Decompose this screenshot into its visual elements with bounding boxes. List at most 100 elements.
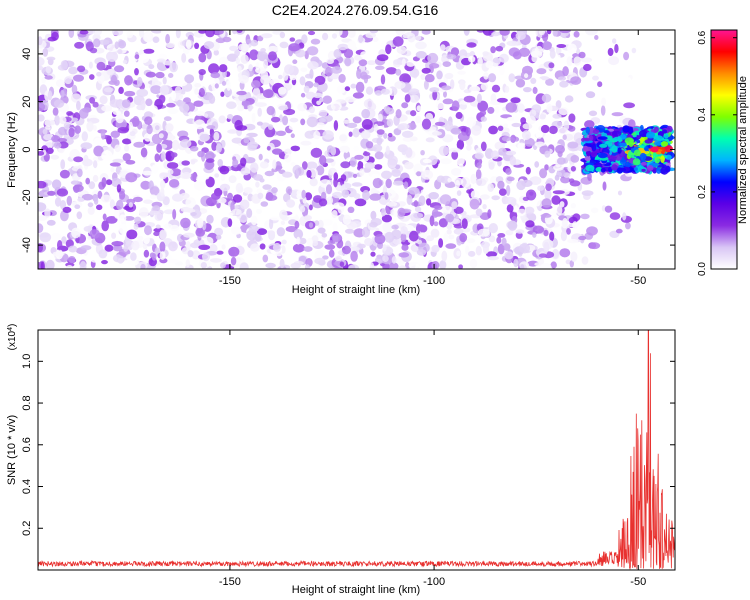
noise-blob xyxy=(508,73,516,83)
noise-blob xyxy=(491,84,501,93)
noise-blob xyxy=(405,147,413,158)
noise-blob xyxy=(74,204,81,209)
noise-blob xyxy=(369,262,375,269)
noise-blob xyxy=(101,150,113,162)
noise-blob xyxy=(314,257,326,265)
noise-blob xyxy=(230,201,235,212)
noise-blob xyxy=(79,30,89,35)
noise-blob xyxy=(312,92,323,99)
spectrogram-heatmap xyxy=(38,30,675,269)
noise-blob xyxy=(331,33,338,39)
noise-blob xyxy=(210,72,221,79)
noise-blob xyxy=(415,51,427,59)
noise-blob xyxy=(573,56,581,66)
noise-blob xyxy=(205,151,215,162)
noise-blob xyxy=(76,168,83,178)
noise-blob xyxy=(515,229,525,234)
noise-blob xyxy=(361,108,371,119)
noise-blob xyxy=(443,91,447,98)
noise-blob xyxy=(145,71,156,78)
noise-blob xyxy=(237,65,242,72)
colorbar-ticks: 0.0 0.2 0.4 0.6 xyxy=(697,30,737,276)
noise-blob xyxy=(260,48,266,53)
noise-blob xyxy=(54,197,62,207)
noise-blob xyxy=(266,105,275,116)
noise-blob xyxy=(498,188,507,196)
noise-blob xyxy=(557,157,566,165)
noise-blob xyxy=(134,216,142,224)
noise-blob xyxy=(451,100,460,112)
noise-blob xyxy=(513,116,519,125)
noise-blob xyxy=(573,31,580,38)
noise-blob xyxy=(415,41,427,50)
noise-blob xyxy=(278,105,289,111)
noise-blob xyxy=(535,128,543,139)
signal-blob xyxy=(603,130,610,134)
noise-blob xyxy=(180,139,192,148)
noise-blob xyxy=(40,261,45,269)
noise-blob xyxy=(566,56,573,67)
signal-blob xyxy=(607,156,618,160)
noise-blob xyxy=(181,53,187,63)
snr-x-axis-label: Height of straight line (km) xyxy=(292,584,420,596)
noise-blob xyxy=(151,253,157,261)
noise-blob xyxy=(46,219,56,226)
signal-blob xyxy=(641,168,646,172)
noise-blob xyxy=(581,190,594,196)
noise-blob xyxy=(342,245,351,255)
snr-ticks: -150 -100 -50 0.2 0.4 0.6 0.8 1.0 xyxy=(21,330,675,588)
noise-blob xyxy=(518,47,531,57)
noise-blob xyxy=(572,53,581,58)
noise-blob xyxy=(376,54,389,62)
noise-blob xyxy=(239,262,249,269)
colorbar: 0.0 0.2 0.4 0.6 Normalized spectral amplitu… xyxy=(697,29,749,276)
noise-blob xyxy=(371,173,380,179)
signal-blob xyxy=(617,167,627,172)
noise-blob xyxy=(446,222,453,230)
noise-blob xyxy=(38,223,44,234)
signal-blob xyxy=(663,133,669,139)
noise-blob xyxy=(325,66,333,77)
noise-blob xyxy=(286,199,296,208)
noise-blob xyxy=(65,265,74,269)
noise-blob xyxy=(539,262,552,269)
noise-blob xyxy=(183,232,195,238)
y-tick-label: 0.8 xyxy=(21,395,33,410)
noise-blob xyxy=(401,102,409,109)
noise-blob xyxy=(496,97,508,103)
colorbar-tick-label: 0.2 xyxy=(697,185,708,199)
noise-blob xyxy=(181,160,190,166)
noise-blob xyxy=(165,151,172,162)
noise-blob xyxy=(381,208,386,217)
y-tick-label: 0.4 xyxy=(21,479,33,494)
noise-blob xyxy=(106,51,118,62)
noise-blob xyxy=(369,193,382,201)
noise-blob xyxy=(503,123,509,128)
noise-blob xyxy=(260,201,269,207)
noise-blob xyxy=(331,210,338,218)
noise-blob xyxy=(334,255,343,261)
noise-blob xyxy=(151,164,159,174)
noise-blob xyxy=(269,216,282,221)
noise-blob xyxy=(152,205,161,212)
noise-blob xyxy=(552,30,558,37)
noise-blob xyxy=(38,102,46,112)
noise-blob xyxy=(314,220,320,226)
noise-blob xyxy=(263,59,269,69)
noise-blob xyxy=(262,254,269,263)
signal-blob xyxy=(646,131,656,139)
noise-blob xyxy=(198,30,207,34)
noise-blob xyxy=(130,252,137,261)
noise-blob xyxy=(41,77,46,84)
noise-blob xyxy=(250,243,260,252)
noise-blob xyxy=(623,51,630,61)
noise-blob xyxy=(349,156,357,168)
noise-blob xyxy=(119,214,127,222)
noise-blob xyxy=(337,43,349,51)
noise-blob xyxy=(44,75,53,80)
noise-blob xyxy=(322,32,329,41)
noise-blob xyxy=(585,30,597,36)
noise-blob xyxy=(612,38,617,44)
noise-blob xyxy=(194,42,200,49)
noise-blob xyxy=(268,124,274,130)
